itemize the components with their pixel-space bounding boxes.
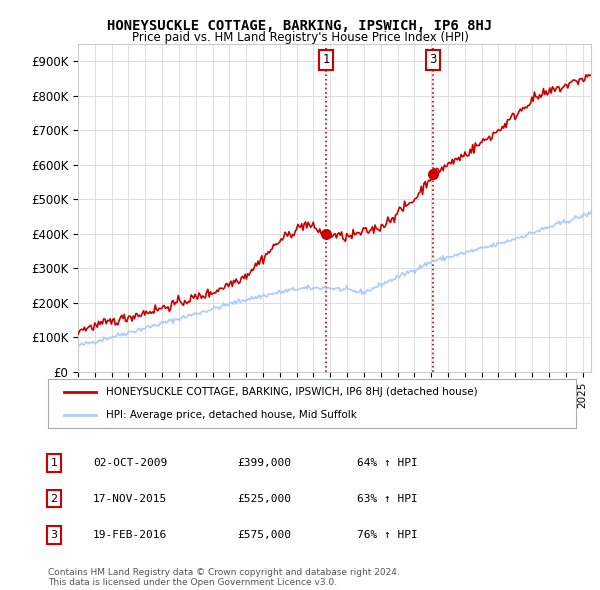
Text: £575,000: £575,000 <box>237 530 291 540</box>
Text: 1: 1 <box>322 53 330 66</box>
Text: 76% ↑ HPI: 76% ↑ HPI <box>357 530 418 540</box>
Text: Contains HM Land Registry data © Crown copyright and database right 2024.
This d: Contains HM Land Registry data © Crown c… <box>48 568 400 587</box>
Text: 3: 3 <box>50 530 58 540</box>
Text: 3: 3 <box>430 53 437 66</box>
Text: 1: 1 <box>50 458 58 468</box>
Text: £525,000: £525,000 <box>237 494 291 503</box>
Text: Price paid vs. HM Land Registry's House Price Index (HPI): Price paid vs. HM Land Registry's House … <box>131 31 469 44</box>
Text: 64% ↑ HPI: 64% ↑ HPI <box>357 458 418 468</box>
Text: HONEYSUCKLE COTTAGE, BARKING, IPSWICH, IP6 8HJ: HONEYSUCKLE COTTAGE, BARKING, IPSWICH, I… <box>107 19 493 33</box>
Text: 02-OCT-2009: 02-OCT-2009 <box>93 458 167 468</box>
Text: £399,000: £399,000 <box>237 458 291 468</box>
Text: 2: 2 <box>50 494 58 503</box>
Text: 63% ↑ HPI: 63% ↑ HPI <box>357 494 418 503</box>
Text: HPI: Average price, detached house, Mid Suffolk: HPI: Average price, detached house, Mid … <box>106 409 357 419</box>
Text: 19-FEB-2016: 19-FEB-2016 <box>93 530 167 540</box>
Text: HONEYSUCKLE COTTAGE, BARKING, IPSWICH, IP6 8HJ (detached house): HONEYSUCKLE COTTAGE, BARKING, IPSWICH, I… <box>106 388 478 398</box>
Text: 17-NOV-2015: 17-NOV-2015 <box>93 494 167 503</box>
